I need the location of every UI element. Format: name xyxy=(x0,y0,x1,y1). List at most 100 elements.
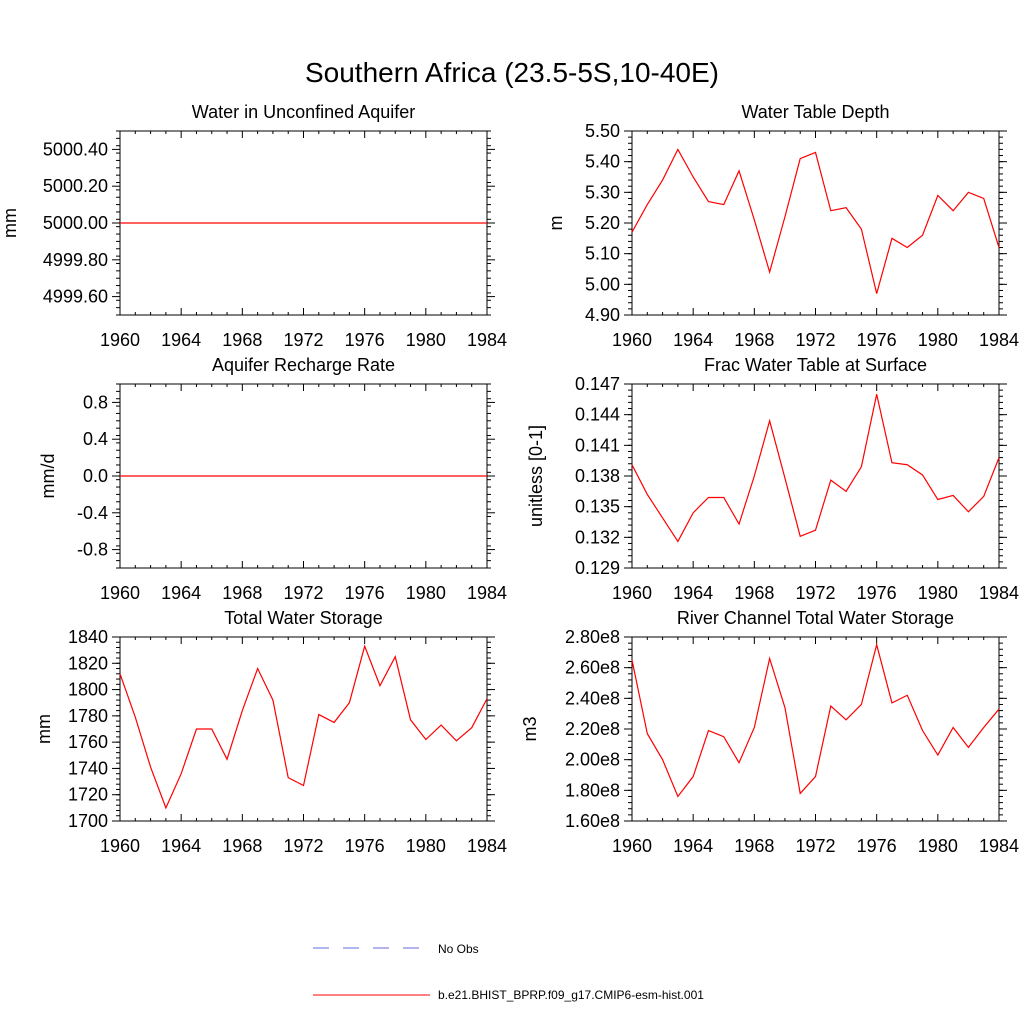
x-tick-label: 1972 xyxy=(283,836,323,856)
y-tick-label: 1.60e8 xyxy=(565,811,620,831)
x-tick-label: 1960 xyxy=(612,330,652,350)
y-tick-label: 0.8 xyxy=(83,392,108,412)
y-tick-label: 5000.40 xyxy=(43,139,108,159)
y-tick-label: 0.135 xyxy=(575,497,620,517)
x-tick-label: 1964 xyxy=(161,583,201,603)
x-tick-label: 1972 xyxy=(795,583,835,603)
x-tick-label: 1968 xyxy=(222,836,262,856)
y-axis-label: unitless [0-1] xyxy=(526,425,546,527)
x-tick-label: 1968 xyxy=(222,330,262,350)
x-tick-label: 1968 xyxy=(734,330,774,350)
y-axis-label: mm xyxy=(0,208,20,238)
x-tick-label: 1980 xyxy=(918,836,958,856)
x-tick-label: 1964 xyxy=(673,836,713,856)
x-tick-label: 1976 xyxy=(857,583,897,603)
y-axis-label: mm/d xyxy=(38,454,58,499)
x-tick-label: 1960 xyxy=(612,583,652,603)
y-tick-label: 1800 xyxy=(68,680,108,700)
x-tick-label: 1976 xyxy=(345,583,385,603)
y-tick-label: 5.00 xyxy=(585,274,620,294)
y-tick-label: 4999.60 xyxy=(43,287,108,307)
x-tick-label: 1984 xyxy=(467,583,507,603)
plot-frame xyxy=(119,636,488,822)
x-tick-label: 1960 xyxy=(100,836,140,856)
y-tick-label: 0.129 xyxy=(575,558,620,578)
x-tick-label: 1976 xyxy=(857,330,897,350)
panel-title: Water in Unconfined Aquifer xyxy=(192,102,415,122)
x-tick-label: 1980 xyxy=(406,836,446,856)
y-tick-label: 2.60e8 xyxy=(565,658,620,678)
y-tick-label: 4999.80 xyxy=(43,250,108,270)
x-tick-label: 1960 xyxy=(100,330,140,350)
x-tick-label: 1968 xyxy=(734,836,774,856)
y-tick-label: 0.0 xyxy=(83,466,108,486)
panel-5: Total Water Storage 1960 1964 1968 1972 1976 1… xyxy=(34,608,507,856)
panel-2: Water Table Depth 1960 1964 1968 1972 1976 198… xyxy=(546,102,1019,350)
y-tick-label: 1700 xyxy=(68,811,108,831)
x-tick-label: 1980 xyxy=(406,583,446,603)
panel-title: Water Table Depth xyxy=(741,102,889,122)
panel-title: Total Water Storage xyxy=(224,608,382,628)
series-line xyxy=(119,644,488,810)
y-tick-label: 5000.00 xyxy=(43,213,108,233)
x-tick-label: 1960 xyxy=(612,836,652,856)
panel-6: River Channel Total Water Storage 1960 196… xyxy=(520,608,1019,856)
y-tick-label: 0.138 xyxy=(575,466,620,486)
series-line xyxy=(631,394,1000,543)
x-tick-label: 1968 xyxy=(734,583,774,603)
x-tick-label: 1960 xyxy=(100,583,140,603)
x-tick-label: 1976 xyxy=(345,330,385,350)
x-tick-label: 1976 xyxy=(345,836,385,856)
x-tick-label: 1984 xyxy=(979,836,1019,856)
x-tick-label: 1976 xyxy=(857,836,897,856)
y-tick-label: -0.8 xyxy=(77,540,108,560)
y-tick-label: 1.80e8 xyxy=(565,780,620,800)
x-tick-label: 1972 xyxy=(283,330,323,350)
x-tick-label: 1972 xyxy=(795,836,835,856)
legend-label-model: b.e21.BHIST_BPRP.f09_g17.CMIP6-esm-hist.… xyxy=(438,988,704,1002)
x-tick-label: 1968 xyxy=(222,583,262,603)
x-tick-label: 1964 xyxy=(161,330,201,350)
y-tick-label: 5.40 xyxy=(585,152,620,172)
x-tick-label: 1984 xyxy=(979,583,1019,603)
y-tick-label: 2.40e8 xyxy=(565,688,620,708)
y-tick-label: 0.132 xyxy=(575,527,620,547)
y-tick-label: 0.144 xyxy=(575,405,620,425)
y-tick-label: 1780 xyxy=(68,706,108,726)
y-tick-label: 0.147 xyxy=(575,374,620,394)
figure-title: Southern Africa (23.5-5S,10-40E) xyxy=(305,57,719,88)
y-tick-label: 5000.20 xyxy=(43,176,108,196)
series-line xyxy=(631,642,1000,798)
x-tick-label: 1980 xyxy=(918,330,958,350)
panel-title: Frac Water Table at Surface xyxy=(704,355,927,375)
y-tick-label: 2.80e8 xyxy=(565,627,620,647)
y-tick-label: 5.20 xyxy=(585,213,620,233)
y-tick-label: 4.90 xyxy=(585,305,620,325)
x-tick-label: 1972 xyxy=(795,330,835,350)
panel-1: Water in Unconfined Aquifer 1960 1964 1968 1… xyxy=(0,102,507,350)
y-axis-label: m xyxy=(546,216,566,231)
series-line xyxy=(631,148,1000,294)
y-axis-label: mm xyxy=(34,714,54,744)
panels: Water in Unconfined Aquifer 1960 1964 1968 1… xyxy=(0,102,1019,856)
y-axis-label: m3 xyxy=(520,716,540,741)
legend: No Obs b.e21.BHIST_BPRP.f09_g17.CMIP6-es… xyxy=(313,942,704,1002)
x-tick-label: 1964 xyxy=(673,330,713,350)
y-tick-label: 1760 xyxy=(68,732,108,752)
panel-3: Aquifer Recharge Rate 1960 1964 1968 1972 197… xyxy=(38,355,507,603)
x-tick-label: 1964 xyxy=(673,583,713,603)
y-tick-label: 1840 xyxy=(68,627,108,647)
y-tick-label: 1720 xyxy=(68,785,108,805)
x-tick-label: 1972 xyxy=(283,583,323,603)
x-tick-label: 1984 xyxy=(979,330,1019,350)
y-tick-label: 2.20e8 xyxy=(565,719,620,739)
y-tick-label: 0.4 xyxy=(83,429,108,449)
y-tick-label: 2.00e8 xyxy=(565,750,620,770)
y-tick-label: 1740 xyxy=(68,758,108,778)
panel-title: River Channel Total Water Storage xyxy=(677,608,954,628)
x-tick-label: 1984 xyxy=(467,836,507,856)
x-tick-label: 1980 xyxy=(918,583,958,603)
x-tick-label: 1980 xyxy=(406,330,446,350)
y-tick-label: 1820 xyxy=(68,653,108,673)
